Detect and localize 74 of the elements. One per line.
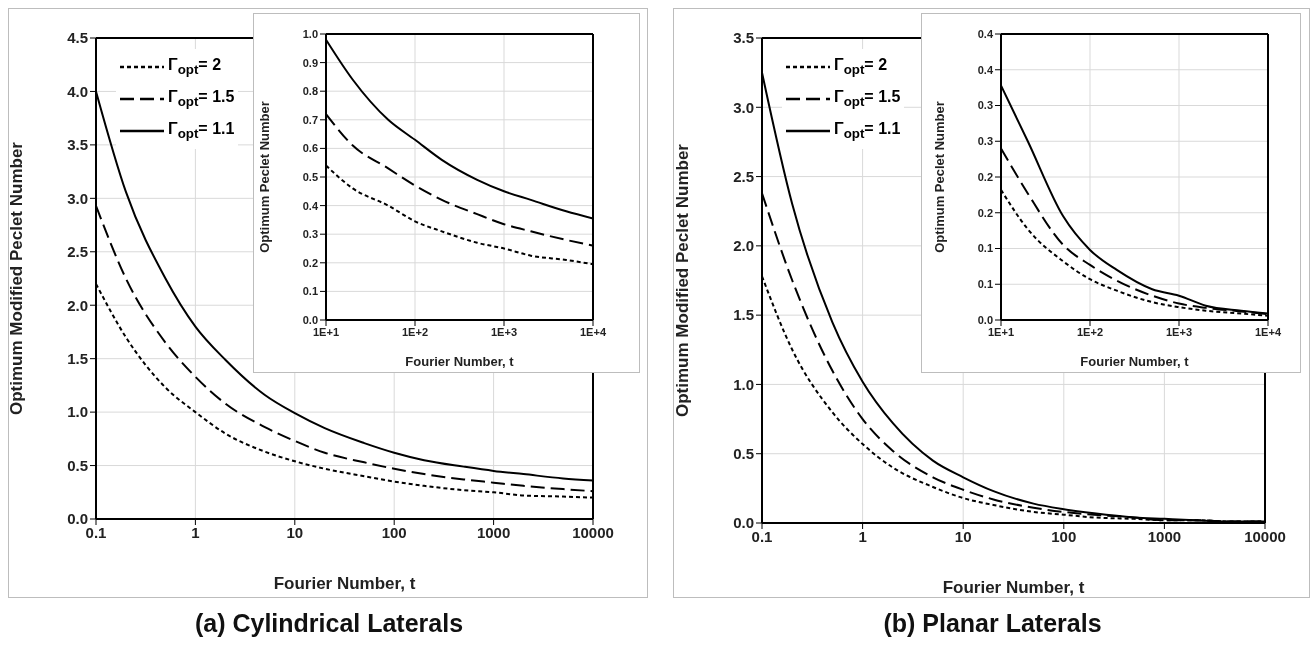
x-axis-title: Fourier Number, t [942, 578, 1085, 597]
x-tick-label: 10 [954, 527, 972, 545]
y-tick-label: 4.0 [67, 82, 88, 100]
y-axis-title: Optimum Modified Peclet Number [7, 141, 27, 415]
x-tick-label: 100 [1051, 527, 1077, 545]
x-tick-label: 1E+2 [1077, 325, 1103, 338]
x-tick-label: 10000 [1244, 527, 1286, 545]
y-tick-label: 0.0 [977, 313, 993, 326]
y-tick-label: 3.5 [733, 29, 754, 47]
x-tick-label: 10000 [572, 523, 614, 541]
y-tick-label: 2.5 [67, 243, 88, 261]
y-tick-label: 0.2 [977, 170, 993, 183]
legend-label: Γ$_{opt}$= 1.5 [168, 88, 235, 110]
x-tick-label: 1E+1 [313, 325, 339, 338]
y-tick-label: 0.6 [302, 142, 318, 155]
y-tick-label: 0.3 [977, 99, 993, 112]
legend-label: Γ$_{opt}$= 1.5 [834, 88, 901, 110]
x-axis-title: Fourier Number, t [273, 574, 416, 593]
y-tick-label: 1.0 [302, 27, 318, 40]
x-tick-label: 1 [191, 523, 200, 541]
y-tick-label: 1.0 [733, 375, 754, 393]
y-tick-label: 0.5 [302, 170, 318, 183]
y-tick-label: 0.0 [302, 313, 318, 326]
y-tick-label: 0.1 [977, 278, 993, 291]
y-axis-title: Optimum Peclet Number [931, 101, 947, 253]
y-axis-title: Optimum Modified Peclet Number [673, 143, 693, 417]
text: (a) Cylindrical Laterals [193, 609, 465, 638]
y-tick-label: 2.0 [733, 237, 754, 255]
x-axis-title: Fourier Number, t [1080, 354, 1190, 369]
y-tick-label: 0.3 [302, 228, 318, 241]
y-tick-label: 1.5 [733, 306, 754, 324]
y-axis-title: Optimum Peclet Number [256, 101, 272, 253]
y-tick-label: 0.8 [302, 85, 318, 98]
legend-label: Γ$_{opt}$= 2 [834, 56, 888, 78]
y-tick-label: 0.4 [302, 199, 319, 212]
y-tick-label: 0.9 [302, 56, 318, 69]
x-tick-label: 1E+2 [402, 325, 428, 338]
x-tick-label: 1E+3 [491, 325, 517, 338]
y-tick-label: 0.2 [977, 206, 993, 219]
x-tick-label: 10 [286, 523, 304, 541]
y-tick-label: 2.0 [67, 296, 88, 314]
y-tick-label: 0.5 [733, 445, 754, 463]
x-tick-label: 1E+1 [988, 325, 1014, 338]
x-tick-label: 100 [381, 523, 407, 541]
y-tick-label: 3.5 [67, 136, 88, 154]
x-axis-title: Fourier Number, t [405, 354, 515, 369]
y-tick-label: 0.2 [302, 256, 318, 269]
y-tick-label: 4.5 [67, 29, 88, 47]
y-tick-label: 0.5 [67, 456, 88, 474]
y-tick-label: 0.4 [977, 27, 994, 40]
x-tick-label: 0.1 [85, 523, 107, 541]
y-tick-label: 1.0 [67, 403, 88, 421]
x-tick-label: 1E+4 [1255, 325, 1282, 338]
text: (b) Planar Laterals [882, 609, 1103, 638]
y-tick-label: 0.1 [977, 242, 993, 255]
x-tick-label: 1E+4 [580, 325, 607, 338]
y-tick-label: 0.3 [977, 135, 993, 148]
legend-label: Γ$_{opt}$= 1.1 [834, 120, 901, 142]
y-tick-label: 3.0 [67, 189, 88, 207]
y-tick-label: 0.4 [977, 63, 994, 76]
x-tick-label: 1000 [1147, 527, 1182, 545]
y-tick-label: 2.5 [733, 167, 754, 185]
x-tick-label: 0.1 [751, 527, 773, 545]
x-tick-label: 1000 [476, 523, 511, 541]
legend-label: Γ$_{opt}$= 1.1 [168, 120, 235, 142]
y-tick-label: 0.0 [733, 514, 754, 532]
legend-label: Γ$_{opt}$= 2 [168, 56, 222, 78]
x-tick-label: 1E+3 [1166, 325, 1192, 338]
y-tick-label: 0.1 [302, 285, 318, 298]
y-tick-label: 1.5 [67, 349, 88, 367]
y-tick-label: 0.7 [302, 113, 318, 126]
x-tick-label: 1 [858, 527, 867, 545]
y-tick-label: 3.0 [733, 98, 754, 116]
y-tick-label: 0.0 [67, 510, 88, 528]
